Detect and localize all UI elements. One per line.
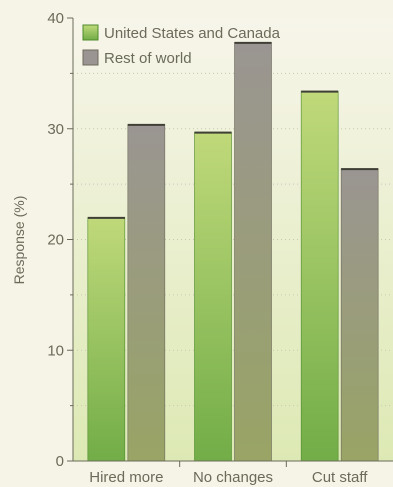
grid-lines <box>73 72 393 407</box>
legend-label: Rest of world <box>104 50 192 67</box>
y-tick-label: 20 <box>47 232 64 249</box>
legend: United States and Canada Rest of world <box>82 24 281 67</box>
legend-swatch-us-canada <box>82 24 99 41</box>
bars-group <box>87 41 379 462</box>
bar-us-canada-no-changes <box>194 131 232 462</box>
x-category-labels: Hired more No changes Cut staff <box>89 469 368 486</box>
bar-us-canada-hired-more <box>87 217 126 462</box>
bar-rest-of-world-cut-staff <box>340 168 379 462</box>
x-category-label: Cut staff <box>312 469 368 486</box>
bar-us-canada-cut-staff <box>300 90 339 462</box>
bar-rest-of-world-no-changes <box>234 42 272 462</box>
y-tick-label: 40 <box>47 10 64 27</box>
axes-group <box>67 17 393 467</box>
x-category-label: Hired more <box>89 469 163 486</box>
y-tick-label: 0 <box>56 453 64 470</box>
bar-rest-of-world-hired-more <box>127 124 166 462</box>
y-axis-title: Response (%) <box>11 196 27 285</box>
legend-label: United States and Canada <box>104 25 281 42</box>
x-category-label: No changes <box>193 469 273 486</box>
legend-swatch-rest-of-world <box>82 49 99 66</box>
y-tick-labels: 0 10 20 30 40 <box>47 10 64 470</box>
y-tick-label: 30 <box>47 121 64 138</box>
y-tick-label: 10 <box>47 342 64 359</box>
